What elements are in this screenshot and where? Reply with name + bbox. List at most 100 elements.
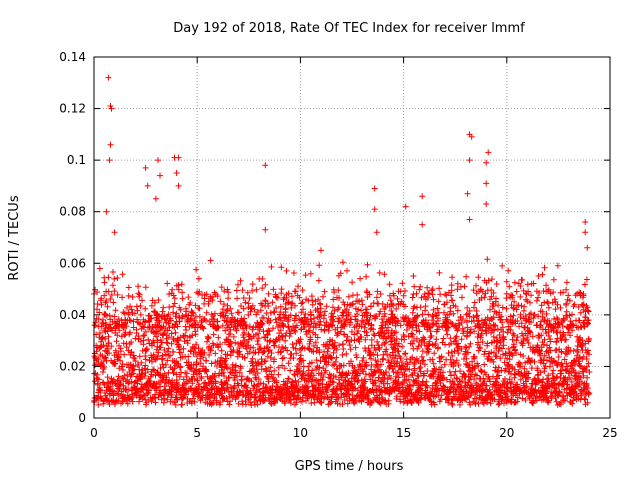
data-point: [435, 344, 442, 351]
data-point: [167, 317, 174, 324]
data-point: [340, 299, 347, 306]
data-point: [416, 286, 423, 293]
data-point: [166, 291, 173, 297]
data-point: [322, 367, 329, 374]
data-point: [148, 371, 155, 378]
data-point: [310, 348, 317, 355]
data-point: [94, 394, 101, 401]
data-point: [315, 380, 322, 387]
data-point: [374, 352, 381, 359]
data-point: [445, 350, 452, 357]
data-point: [204, 373, 211, 380]
data-point: [392, 352, 399, 359]
data-point: [471, 353, 478, 360]
x-tick-label: 20: [499, 426, 514, 440]
data-point: [102, 392, 109, 399]
data-point: [368, 336, 375, 343]
y-tick-label: 0.08: [59, 205, 86, 219]
data-point: [131, 366, 138, 373]
data-point: [144, 390, 151, 397]
data-point: [135, 335, 142, 342]
data-point: [136, 353, 143, 360]
data-point: [340, 362, 347, 369]
x-tick-label: 5: [193, 426, 201, 440]
data-point: [129, 391, 136, 398]
data-point: [471, 304, 477, 311]
data-point: [124, 304, 130, 311]
data-point: [330, 296, 337, 303]
data-point: [146, 387, 152, 394]
data-point: [416, 328, 423, 335]
data-point: [357, 370, 363, 377]
data-point: [334, 365, 341, 372]
data-point: [282, 337, 289, 344]
data-point: [254, 370, 261, 377]
data-point: [222, 361, 229, 368]
data-point: [275, 364, 282, 371]
data-point: [159, 308, 166, 315]
data-point: [101, 292, 108, 299]
data-point: [173, 371, 180, 378]
data-point: [455, 362, 462, 368]
data-point: [465, 349, 471, 356]
data-point: [330, 379, 337, 386]
data-point: [223, 355, 229, 362]
data-point: [125, 380, 132, 387]
data-point: [132, 358, 139, 365]
data-point: [473, 313, 480, 320]
data-point: [395, 374, 402, 381]
data-point: [208, 360, 215, 367]
data-point: [424, 384, 431, 391]
data-point: [250, 344, 257, 351]
data-point: [149, 342, 155, 349]
data-point: [210, 331, 217, 338]
data-point: [348, 358, 354, 365]
data-point: [433, 336, 440, 343]
data-point: [167, 352, 174, 359]
data-point: [430, 360, 437, 367]
data-point: [444, 331, 451, 338]
data-point: [332, 358, 339, 365]
data-point: [185, 353, 192, 360]
data-point: [164, 357, 171, 364]
data-point: [231, 377, 238, 383]
data-point: [352, 398, 359, 405]
data-point: [346, 397, 353, 404]
data-point: [401, 336, 408, 343]
data-point: [92, 362, 98, 369]
data-point: [168, 340, 175, 347]
data-point: [245, 336, 252, 343]
data-point: [230, 333, 237, 340]
data-point: [95, 401, 102, 408]
data-point: [406, 359, 413, 366]
y-tick-label: 0.04: [59, 308, 86, 322]
data-point: [430, 373, 437, 380]
data-point: [95, 356, 102, 363]
data-point: [238, 373, 245, 380]
data-point: [154, 337, 161, 344]
data-point: [370, 351, 377, 358]
data-point: [403, 326, 410, 333]
data-point: [131, 355, 138, 362]
data-point: [183, 370, 190, 377]
data-point: [328, 355, 335, 362]
data-point: [277, 349, 284, 356]
data-point: [428, 287, 435, 294]
data-point: [142, 362, 149, 369]
data-points: [91, 74, 593, 409]
data-point: [429, 356, 436, 363]
data-point: [362, 378, 369, 385]
data-point: [201, 349, 208, 356]
data-point: [205, 298, 212, 305]
data-point: [352, 375, 359, 382]
data-point: [463, 333, 470, 340]
data-point: [254, 338, 261, 344]
data-point: [121, 332, 128, 339]
data-point: [314, 334, 321, 341]
data-point: [298, 309, 305, 316]
data-point: [293, 350, 300, 357]
data-point: [346, 342, 353, 349]
data-point: [240, 334, 247, 341]
data-point: [385, 397, 392, 404]
data-point: [100, 342, 107, 349]
